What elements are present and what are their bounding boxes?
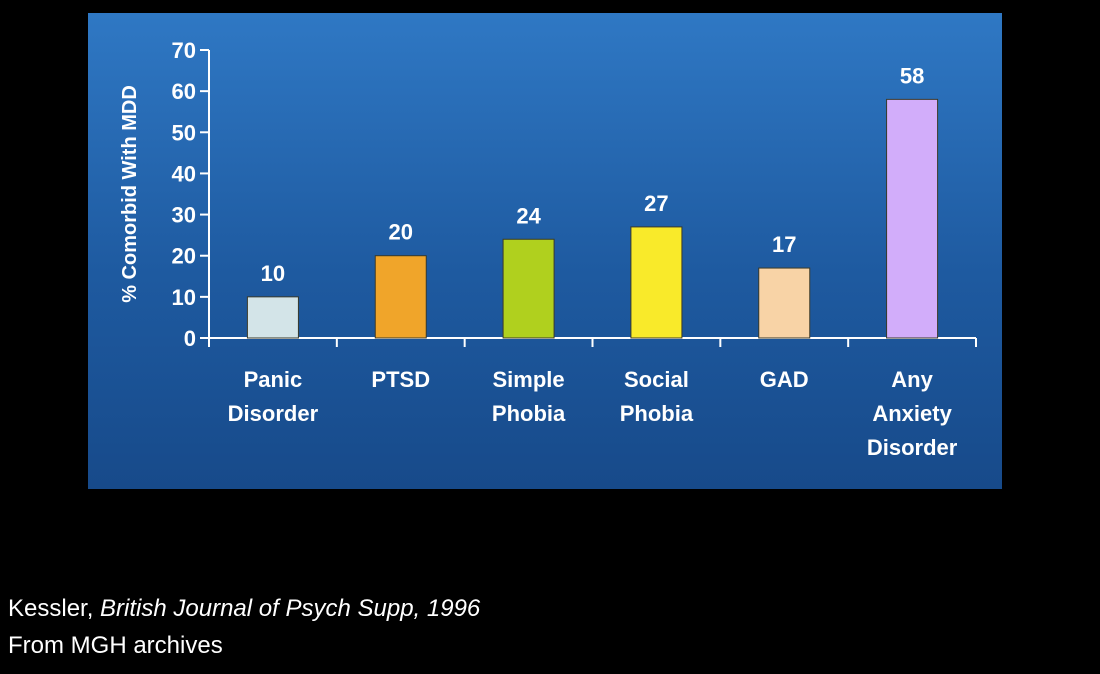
category-label-line: Any	[891, 367, 933, 392]
y-tick-label: 0	[184, 326, 196, 351]
category-label: Simple Phobia	[492, 367, 566, 426]
y-tick-label: 10	[172, 285, 196, 310]
category-label-line: Disorder	[867, 435, 958, 460]
citation-source: British Journal of Psych Supp, 1996	[100, 595, 481, 622]
bar	[246, 296, 299, 339]
bar	[886, 98, 939, 339]
category-label-line: Phobia	[620, 401, 694, 426]
category-label: Any Anxiety Disorder	[867, 367, 958, 460]
data-label: 24	[516, 203, 541, 228]
category-label-line: Simple	[493, 367, 565, 392]
y-tick-label: 70	[172, 38, 196, 63]
category-label-line: Social	[624, 367, 689, 392]
chart-panel: 0 10 20 30 40 50 60 70 % Comorbid With MDD 10 Pani…	[88, 13, 1002, 489]
bar	[758, 267, 811, 339]
category-label-line: Phobia	[492, 401, 566, 426]
y-axis-title: % Comorbid With MDD	[119, 85, 141, 303]
category-label-line: PTSD	[371, 367, 430, 392]
category-label-line: Panic	[244, 367, 303, 392]
data-label: 20	[389, 220, 413, 245]
category-label-line: GAD	[760, 367, 809, 392]
category-label-line: Anxiety	[872, 401, 952, 426]
bar-chart: 0 10 20 30 40 50 60 70 % Comorbid With MDD 10 Pani…	[119, 38, 977, 460]
category-label-line: Disorder	[228, 401, 319, 426]
bar	[502, 238, 555, 339]
bar	[630, 226, 683, 339]
category-label: PTSD	[371, 367, 430, 392]
data-label: 27	[644, 191, 668, 216]
y-tick-label: 20	[172, 244, 196, 269]
bar	[374, 255, 427, 339]
y-tick-label: 50	[172, 120, 196, 145]
citation-author: Kessler,	[8, 595, 101, 622]
data-label: 17	[772, 232, 796, 257]
category-label: Social Phobia	[620, 367, 694, 426]
citation-line: Kessler, British Journal of Psych Supp, …	[8, 595, 480, 623]
category-label: GAD	[760, 367, 809, 392]
y-tick-label: 60	[172, 79, 196, 104]
archive-note: From MGH archives	[8, 632, 223, 659]
y-tick-label: 40	[172, 161, 196, 186]
category-label: Panic Disorder	[228, 367, 319, 426]
y-tick-label: 30	[172, 203, 196, 228]
data-label: 58	[900, 63, 924, 88]
data-label: 10	[261, 261, 285, 286]
